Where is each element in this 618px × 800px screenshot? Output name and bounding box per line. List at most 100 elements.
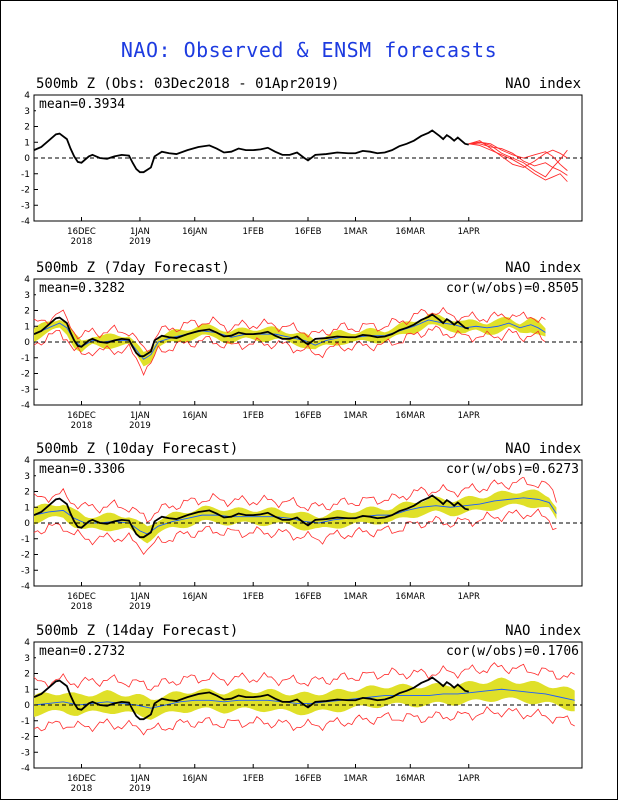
x-tick-label: 16JAN <box>182 592 207 602</box>
forecast-upper-envelope <box>33 306 546 352</box>
correlation-label-bg <box>420 462 580 477</box>
x-tick-label: 16JAN <box>182 227 207 237</box>
y-tick-label: 0 <box>24 154 30 164</box>
observed-nao-line <box>33 313 469 358</box>
mean-label: mean=0.2732 <box>39 644 125 659</box>
y-tick-label: 2 <box>24 307 30 317</box>
correlation-label: cor(w/obs)=0.6273 <box>446 462 579 477</box>
forecast-spread-band <box>34 313 546 367</box>
y-tick-label: 2 <box>24 123 30 133</box>
y-tick-label: -1 <box>21 717 30 727</box>
y-tick-label: 1 <box>24 685 30 695</box>
x-tick-label: 16MAR <box>395 411 425 421</box>
mean-label-bg <box>36 462 158 477</box>
x-tick-year-label: 2018 <box>71 602 93 612</box>
x-tick-label: 1APR <box>458 227 480 237</box>
y-tick-label: -3 <box>21 201 30 211</box>
x-tick-year-label: 2018 <box>71 421 93 431</box>
y-tick-label: 1 <box>24 322 30 332</box>
mean-label-bg <box>36 97 158 112</box>
y-tick-label: 4 <box>24 456 30 466</box>
mean-label: mean=0.3934 <box>39 97 125 112</box>
x-tick-label: 16DEC <box>67 774 96 784</box>
y-tick-label: -1 <box>21 354 30 364</box>
x-tick-year-label: 2019 <box>129 602 151 612</box>
y-tick-label: -4 <box>21 764 30 774</box>
panel-title: 500mb Z (10day Forecast) <box>36 441 238 457</box>
mean-label: mean=0.3306 <box>39 462 125 477</box>
y-tick-label: 4 <box>24 275 30 285</box>
mean-label-bg <box>36 644 158 659</box>
panel-4: 500mb Z (14day Forecast) NAO index -4 -3 -2 -… <box>21 623 583 794</box>
x-tick-label: 16DEC <box>67 411 96 421</box>
x-tick-label: 16FEB <box>295 592 322 602</box>
correlation-label-bg <box>420 281 580 296</box>
index-label: NAO index <box>505 623 581 639</box>
y-tick-label: 1 <box>24 138 30 148</box>
forecast-mean-line <box>33 497 557 535</box>
y-tick-label: 0 <box>24 701 30 711</box>
panel-title: 500mb Z (7day Forecast) <box>36 260 230 276</box>
x-tick-label: 16FEB <box>295 411 322 421</box>
x-tick-label: 1APR <box>458 411 480 421</box>
forecast-spread-band <box>34 677 575 720</box>
y-tick-label: -1 <box>21 170 30 180</box>
y-tick-label: 0 <box>24 338 30 348</box>
index-label: NAO index <box>505 260 581 276</box>
x-tick-label: 1FEB <box>242 227 264 237</box>
index-label: NAO index <box>505 76 581 92</box>
y-tick-label: 2 <box>24 488 30 498</box>
x-tick-label: 16DEC <box>67 592 96 602</box>
x-tick-label: 1FEB <box>242 774 264 784</box>
y-tick-label: -4 <box>21 582 30 592</box>
x-tick-label: 16FEB <box>295 774 322 784</box>
forecast-mean-line <box>33 688 575 709</box>
correlation-label: cor(w/obs)=0.1706 <box>446 644 579 659</box>
x-tick-label: 1JAN <box>130 774 150 784</box>
x-tick-label: 16FEB <box>295 227 322 237</box>
x-tick-label: 1JAN <box>130 592 150 602</box>
y-tick-label: 2 <box>24 670 30 680</box>
figure-title: NAO: Observed & ENSM forecasts <box>120 38 498 62</box>
forecast-upper-envelope <box>33 662 575 691</box>
correlation-label: cor(w/obs)=0.8505 <box>446 281 579 296</box>
x-tick-label: 1APR <box>458 774 480 784</box>
x-tick-label: 1APR <box>458 592 480 602</box>
y-tick-label: 0 <box>24 519 30 529</box>
forecast-lower-envelope <box>33 706 575 736</box>
x-tick-label: 1JAN <box>130 411 150 421</box>
forecast-member-line-4 <box>468 141 568 171</box>
x-tick-label: 16DEC <box>67 227 96 237</box>
panel-3: 500mb Z (10day Forecast) NAO index -4 -3 -2 -… <box>21 441 583 612</box>
x-tick-year-label: 2018 <box>71 237 93 247</box>
forecast-member-line-1 <box>468 141 568 178</box>
y-tick-label: 3 <box>24 291 30 301</box>
forecast-upper-envelope <box>33 476 557 523</box>
y-tick-label: -2 <box>21 733 30 743</box>
y-tick-label: 3 <box>24 654 30 664</box>
observed-nao-line <box>33 129 469 174</box>
forecast-lower-envelope <box>33 508 557 556</box>
x-tick-label: 1MAR <box>343 411 368 421</box>
x-tick-label: 16MAR <box>395 227 425 237</box>
y-tick-label: 4 <box>24 91 30 101</box>
x-tick-year-label: 2019 <box>129 237 151 247</box>
y-tick-label: -4 <box>21 401 30 411</box>
x-tick-label: 1MAR <box>343 592 368 602</box>
y-tick-label: 1 <box>24 503 30 513</box>
y-tick-label: -2 <box>21 186 30 196</box>
x-tick-label: 16MAR <box>395 774 425 784</box>
x-tick-year-label: 2019 <box>129 421 151 431</box>
x-tick-year-label: 2018 <box>71 784 93 794</box>
x-tick-label: 16JAN <box>182 774 207 784</box>
panel-title: 500mb Z (14day Forecast) <box>36 623 238 639</box>
correlation-label-bg <box>420 644 580 659</box>
mean-label: mean=0.3282 <box>39 281 125 296</box>
x-tick-label: 1FEB <box>242 592 264 602</box>
panel-title: 500mb Z (Obs: 03Dec2018 - 01Apr2019) <box>36 76 339 92</box>
forecast-spread-band <box>34 489 557 544</box>
forecast-member-line-5 <box>468 143 568 176</box>
x-tick-label: 1JAN <box>130 227 150 237</box>
mean-label-bg <box>36 281 158 296</box>
